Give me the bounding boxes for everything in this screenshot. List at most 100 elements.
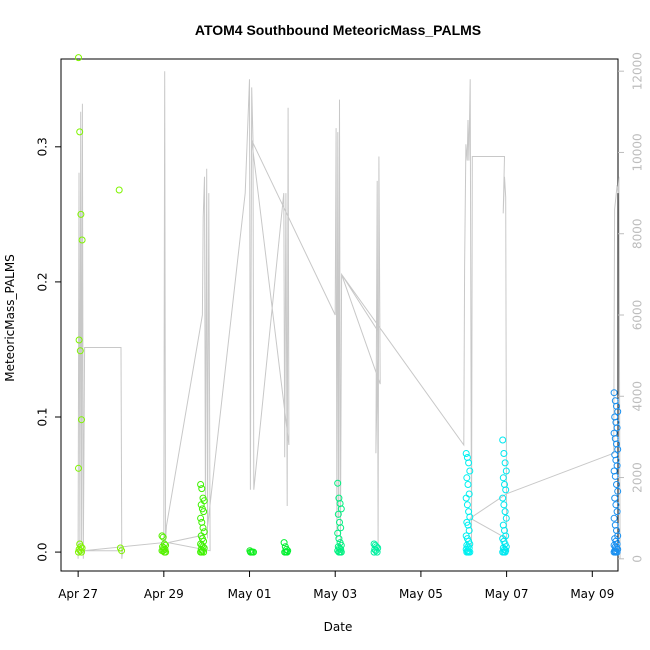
y-left-axis: 0.0 0.1 0.2 0.3 [36,137,61,562]
data-point [76,347,84,355]
data-point [334,510,342,518]
data-point [77,210,85,218]
data-point [462,494,470,502]
data-point [337,505,345,513]
data-point [283,548,291,556]
y-right-axis: 0 2000 4000 6000 8000 10000 12000 [618,52,645,563]
data-point [463,474,471,482]
data-point [464,548,472,556]
data-point [613,508,621,516]
y-right-tick-label: 2000 [631,462,645,493]
data-point [159,533,167,541]
data-point [75,54,82,62]
data-point [337,524,345,532]
data-point [75,464,82,472]
data-point [500,501,508,509]
y-right-tick-label: 4000 [631,381,645,412]
data-point [610,514,618,522]
x-tick-label: May 07 [485,587,529,601]
data-point [198,485,206,493]
data-point [612,501,620,509]
x-tick-label: May 09 [570,587,614,601]
data-point [501,548,509,556]
data-point [613,481,620,488]
data-point [499,436,507,444]
x-tick-label: May 03 [313,587,357,601]
data-point [280,539,288,547]
data-point [198,548,206,556]
data-point [78,548,85,556]
point-series [75,54,622,556]
data-point [501,508,509,516]
data-point [466,513,474,521]
data-point [200,508,208,516]
data-point [115,186,123,194]
y-right-tick-label: 8000 [631,218,645,249]
data-point [614,408,622,416]
x-tick-label: May 01 [228,587,272,601]
data-point [334,479,342,487]
data-point [247,548,254,556]
data-point [465,527,473,534]
data-point [78,416,85,424]
y-right-tick-label: 12000 [631,52,645,90]
data-point [499,474,507,482]
x-tick-label: Apr 27 [58,587,98,601]
data-point [610,389,618,397]
data-point [337,548,345,556]
data-point [76,128,84,136]
y-right-tick-label: 10000 [631,133,645,171]
data-point [465,459,473,467]
data-point [462,450,470,457]
data-point [75,548,82,556]
x-tick-label: Apr 29 [144,587,184,601]
data-point [335,535,343,543]
data-point [614,487,622,495]
y-axis-label: MeteoricMass_PALMS [3,254,17,382]
chart-title: ATOM4 Southbound MeteoricMass_PALMS [195,22,481,38]
x-tick-label: May 05 [399,587,443,601]
y-left-tick-label: 0.3 [36,137,50,156]
data-point [158,532,166,540]
data-point [370,548,378,556]
data-point [197,501,205,509]
data-point [502,467,510,475]
data-point [499,494,507,502]
data-point [501,459,509,467]
data-point [373,548,381,556]
y-left-tick-label: 0.0 [36,543,50,562]
data-point [502,486,510,494]
data-point [614,445,622,453]
data-point [118,547,126,555]
data-point [75,336,83,344]
data-point [463,501,471,509]
data-point [197,481,205,488]
data-point [466,467,474,475]
data-point [613,424,621,432]
data-point [372,547,380,555]
data-point [500,450,508,457]
y-right-tick-label: 0 [631,555,645,563]
data-point [611,494,619,502]
y-right-tick-label: 6000 [631,300,645,331]
data-point [250,548,257,556]
data-point [611,548,619,556]
y-left-tick-label: 0.2 [36,272,50,291]
x-axis: Apr 27 Apr 29 May 01 May 03 May 05 May 07 May … [58,570,614,601]
data-point [162,548,170,556]
data-point [200,528,208,536]
altitude-line [77,71,621,559]
data-point [78,236,86,244]
x-axis-label: Date [324,620,353,634]
data-point [464,481,472,488]
data-point [502,514,510,522]
data-point [611,472,619,480]
y-left-tick-label: 0.1 [36,407,50,426]
data-point [197,514,205,522]
data-point [76,547,84,555]
data-point [613,462,621,470]
data-point [199,524,207,532]
altitude-series [77,71,621,559]
